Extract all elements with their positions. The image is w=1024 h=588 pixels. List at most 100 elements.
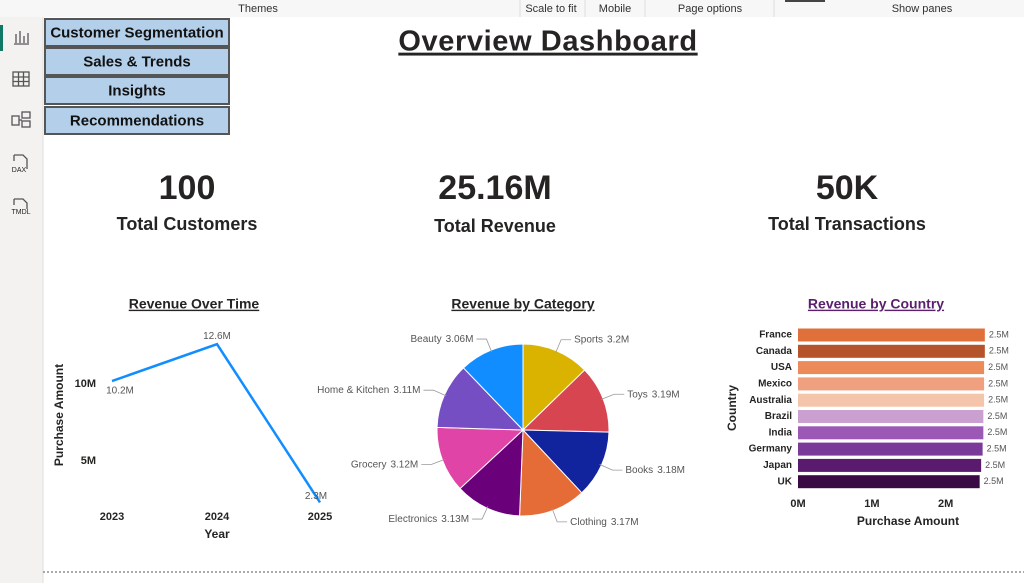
toolbar	[0, 0, 1024, 17]
table-view-icon[interactable]	[12, 71, 30, 87]
toolbar-indicator	[785, 0, 825, 2]
y-tick-label: France	[759, 330, 792, 341]
y-tick-label: Canada	[756, 346, 793, 357]
bar	[798, 410, 984, 423]
nav-button[interactable]	[44, 76, 230, 105]
toolbar-button[interactable]: Show panes	[892, 3, 953, 15]
data-label: Grocery 3.12M	[351, 459, 418, 470]
nav-button[interactable]	[44, 47, 230, 76]
kpi-label: Total Transactions	[768, 214, 926, 234]
x-tick-label: 2024	[205, 511, 230, 523]
toolbar-button[interactable]: Mobile	[599, 3, 631, 15]
value-label: 3.06M	[446, 334, 474, 345]
data-label: 2.5M	[989, 329, 1009, 339]
y-tick-label: Germany	[749, 444, 793, 455]
data-label: 2.5M	[988, 362, 1008, 372]
sidebar-label: DAX	[12, 167, 27, 174]
bar	[798, 458, 982, 472]
data-label: 2.5M	[984, 476, 1004, 486]
y-tick-label: USA	[771, 362, 792, 373]
model-view-icon[interactable]	[11, 111, 31, 128]
value-label: 3.19M	[652, 389, 680, 400]
data-label: Beauty 3.06M	[411, 334, 474, 345]
line	[111, 342, 322, 504]
data-label: 2.5M	[989, 346, 1009, 356]
data-label: Clothing 3.17M	[570, 517, 639, 528]
value-label: 3.18M	[657, 465, 685, 476]
toolbar-button[interactable]: Themes	[238, 3, 278, 15]
data-label: 2.5M	[987, 443, 1007, 453]
data-label: 2.5M	[988, 378, 1008, 388]
nav-button-label[interactable]: Recommendations	[70, 112, 204, 129]
toolbar-button[interactable]: Page options	[678, 3, 743, 15]
category-label: Home & Kitchen	[317, 385, 389, 396]
nav-button[interactable]	[44, 106, 230, 135]
x-axis-title: Year	[204, 527, 230, 541]
leader-line	[421, 459, 445, 465]
x-tick-label: 1M	[864, 498, 879, 510]
category-label: Toys	[627, 389, 648, 400]
data-label: 2.5M	[988, 395, 1008, 405]
value-label: 3.17M	[611, 517, 639, 528]
leader-line	[476, 338, 493, 353]
y-axis-title: Country	[725, 385, 739, 431]
value-label: 3.13M	[441, 514, 469, 525]
leader-line	[555, 339, 572, 353]
nav-button-label[interactable]: Customer Segmentation	[50, 24, 223, 41]
kpi-value: 100	[159, 169, 216, 207]
y-tick-label: 10M	[75, 378, 96, 390]
data-label: Electronics 3.13M	[388, 514, 469, 525]
value-label: 3.2M	[607, 334, 629, 345]
dax-view-icon[interactable]	[13, 154, 28, 169]
selected-indicator	[0, 25, 3, 51]
nav-button-label[interactable]: Insights	[108, 82, 166, 99]
chart-title: Revenue Over Time	[129, 296, 260, 312]
nav-button-label[interactable]: Sales & Trends	[83, 53, 191, 70]
x-tick-label: 2023	[100, 511, 124, 523]
value-label: 3.11M	[393, 385, 420, 396]
sidebar	[0, 17, 43, 583]
y-axis-title: Purchase Amount	[52, 364, 66, 466]
toolbar-button[interactable]: Scale to fit	[525, 3, 576, 15]
data-label: Toys 3.19M	[627, 389, 679, 400]
data-label: Home & Kitchen 3.11M	[317, 385, 420, 396]
y-tick-label: Brazil	[765, 411, 792, 422]
x-axis-title: Purchase Amount	[857, 514, 959, 528]
data-label: 2.5M	[987, 427, 1007, 437]
category-label: Electronics	[388, 514, 437, 525]
data-label: 2.3M	[305, 491, 327, 502]
bar	[798, 328, 985, 342]
y-tick-label: UK	[778, 476, 793, 487]
chart-title: Revenue by Country	[808, 296, 944, 312]
bar	[798, 442, 983, 456]
leader-line	[551, 508, 568, 523]
kpi-label: Total Revenue	[434, 216, 556, 236]
y-tick-label: Mexico	[758, 379, 792, 390]
y-tick-label: Australia	[749, 395, 792, 406]
bar	[798, 475, 980, 489]
dashboard-title: Overview Dashboard	[398, 26, 697, 58]
nav-button[interactable]	[44, 18, 230, 47]
sidebar-icons	[11, 31, 31, 209]
data-label: 2.5M	[985, 460, 1005, 470]
tmdl-view-icon[interactable]	[13, 198, 28, 209]
data-label: 12.6M	[203, 331, 231, 342]
category-label: Books	[625, 465, 653, 476]
leader-line	[472, 506, 489, 520]
data-label: Sports 3.2M	[574, 334, 629, 345]
sidebar-label: TMDL	[11, 209, 30, 216]
data-label: 10.2M	[106, 386, 134, 397]
leader-line	[601, 393, 625, 400]
x-tick-label: 2M	[938, 498, 953, 510]
kpi-value: 25.16M	[438, 169, 551, 207]
category-label: Beauty	[411, 334, 442, 345]
bar	[798, 361, 985, 375]
leader-line	[423, 389, 447, 397]
kpi-label: Total Customers	[117, 214, 258, 234]
chart-title: Revenue by Category	[451, 296, 594, 312]
bar	[798, 377, 985, 391]
report-view-icon[interactable]	[14, 31, 29, 45]
value-label: 3.12M	[390, 459, 418, 470]
data-label: 2.5M	[987, 411, 1007, 421]
